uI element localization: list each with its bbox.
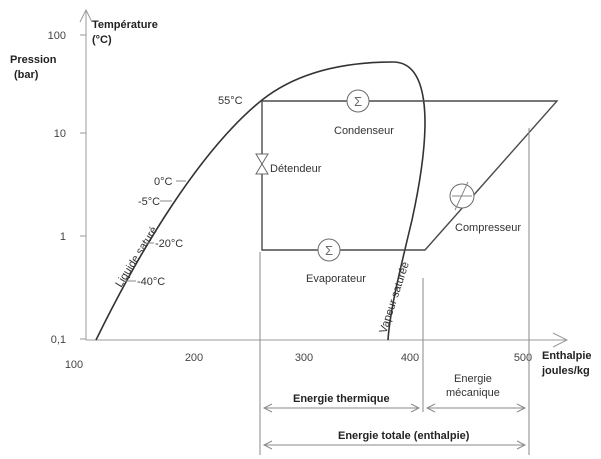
temp-label-minus5: -5°C (138, 196, 160, 208)
compressor-icon (449, 181, 475, 211)
temperature-title: Température (92, 19, 158, 31)
condenser-symbol (346, 89, 370, 113)
saturation-curve (95, 61, 426, 341)
temperature-unit: (°C) (92, 34, 112, 46)
x-tick-label-400: 400 (401, 352, 419, 364)
sum-icon: Σ (354, 94, 362, 109)
temp-label-0: 0°C (154, 176, 173, 188)
condenser-label: Condenseur (334, 125, 394, 137)
evaporator-symbol (317, 238, 341, 262)
sum-icon: Σ (325, 243, 333, 258)
x-axis-unit: joules/kg (541, 365, 590, 377)
compressor-label: Compresseur (455, 222, 521, 234)
x-tick-label-200: 200 (185, 352, 203, 364)
x-tick-label-300: 300 (295, 352, 313, 364)
y-tick-label-100: 100 (48, 30, 66, 42)
x-axis-title: Enthalpie (542, 350, 592, 362)
mechanical-energy-label-line1: Energie (454, 373, 492, 385)
temp-label-minus40: -40°C (137, 276, 165, 288)
valve-icon (255, 153, 269, 175)
evaporator-label: Evaporateur (306, 273, 366, 285)
x-tick-label-500: 500 (514, 352, 532, 364)
y-tick-label-0-1: 0,1 (51, 334, 66, 346)
x-tick-label-100: 100 (65, 359, 83, 371)
y-axis-title: Pression (10, 54, 57, 66)
y-tick-label-10: 10 (54, 128, 66, 140)
thermal-energy-label: Energie thermique (293, 393, 390, 405)
refrigeration-cycle: Σ Condenseur Détendeur Σ Evaporateur Com… (255, 89, 559, 285)
temperature-labels: 55°C 0°C -5°C -20°C -40°C (124, 95, 243, 288)
temp-label-55: 55°C (218, 95, 243, 107)
y-axis-unit: (bar) (14, 69, 39, 81)
vapor-curve-label: Vapeur saturée (377, 260, 411, 334)
y-axis-arrow (79, 8, 93, 23)
x-axis-arrow (552, 332, 569, 348)
expansion-valve-label: Détendeur (270, 163, 322, 175)
cycle-path (261, 100, 559, 251)
energy-annotations: Energie thermique Energie mécanique Ener… (259, 128, 530, 455)
total-energy-label: Energie totale (enthalpie) (338, 430, 470, 442)
mechanical-energy-label-line2: mécanique (446, 387, 500, 399)
y-tick-label-1: 1 (60, 231, 66, 243)
axes: 100 10 1 0,1 100 200 300 400 500 Pressio… (10, 8, 592, 377)
temp-label-minus20: -20°C (155, 238, 183, 250)
